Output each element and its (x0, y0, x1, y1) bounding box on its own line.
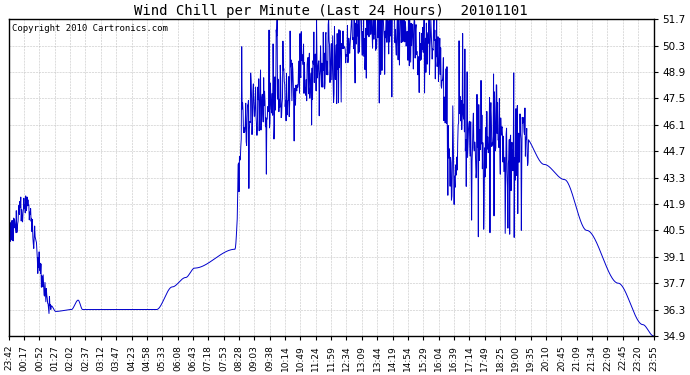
Text: Copyright 2010 Cartronics.com: Copyright 2010 Cartronics.com (12, 24, 168, 33)
Title: Wind Chill per Minute (Last 24 Hours)  20101101: Wind Chill per Minute (Last 24 Hours) 20… (135, 4, 528, 18)
